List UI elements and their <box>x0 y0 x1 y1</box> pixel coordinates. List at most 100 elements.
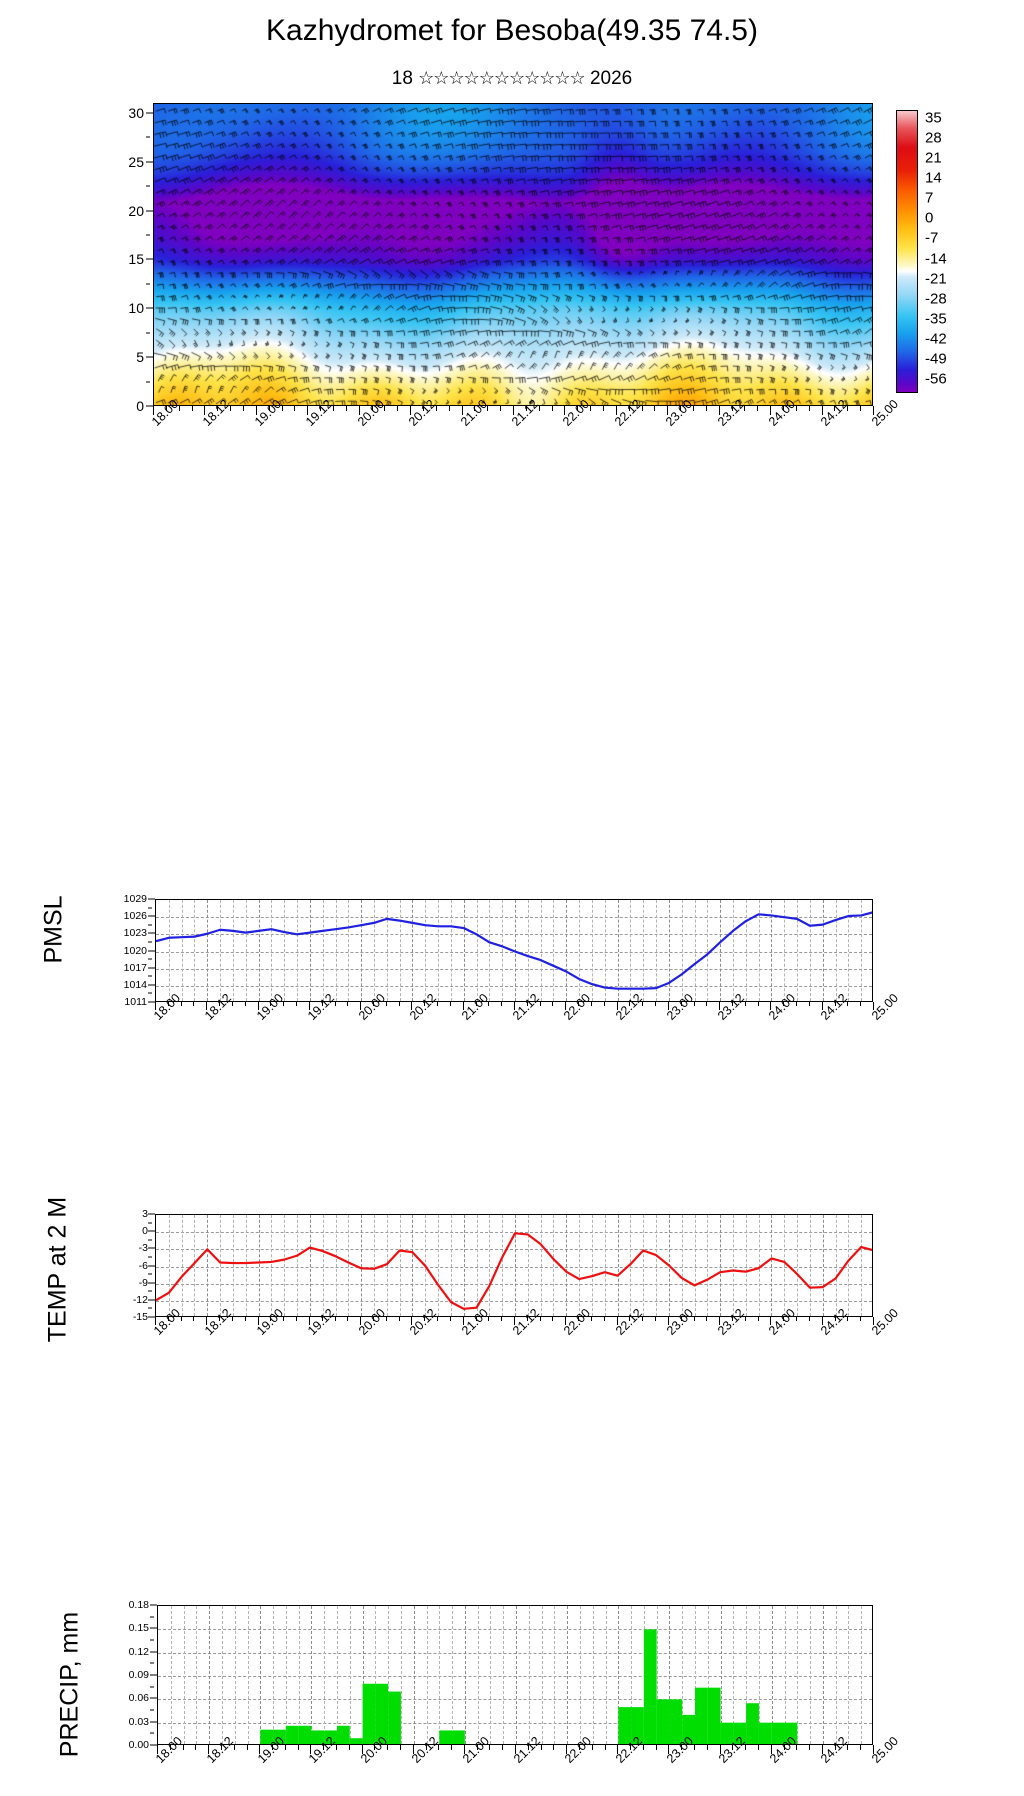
y-tick-minor <box>148 1307 152 1309</box>
x-tick-minor <box>809 1745 811 1750</box>
x-tick-minor <box>448 406 450 411</box>
x-tick-minor <box>642 1002 644 1006</box>
precip-plot[interactable] <box>157 1605 873 1745</box>
y-tick-label: 0.00 <box>128 1739 149 1751</box>
temp2m-plot[interactable] <box>155 1214 873 1317</box>
pmsl-y-labels: 1011 1014 1017 1020 1023 1026 1029 <box>105 893 147 1008</box>
subtitle-day: 18 <box>391 68 413 89</box>
x-tick-minor <box>487 406 489 411</box>
y-tick-minor <box>148 907 152 909</box>
x-tick-minor <box>502 1745 504 1750</box>
x-tick-minor <box>731 1002 733 1006</box>
x-tick-minor <box>847 1002 849 1006</box>
x-tick-minor <box>347 1002 349 1006</box>
x-tick-minor <box>435 406 437 411</box>
colorbar-tick-label: -56 <box>925 370 947 388</box>
precip-bar <box>707 1687 721 1744</box>
cross-section-panel: 0 5 10 15 20 25 30 18.00 18.12 19.00 19.12 20.00 20… <box>0 0 1024 460</box>
temp2m-series <box>156 1232 872 1310</box>
y-tick-minor <box>146 185 151 187</box>
x-tick-minor <box>244 1317 246 1321</box>
x-tick-minor <box>347 1317 349 1321</box>
x-tick-minor <box>808 1002 810 1006</box>
x-tick-minor <box>604 1745 606 1750</box>
y-tick-label: 20 <box>128 202 144 219</box>
x-tick-minor <box>757 1317 759 1321</box>
y-tick-mark <box>146 258 154 260</box>
x-tick-minor <box>731 406 733 411</box>
y-tick-mark <box>150 1604 157 1606</box>
y-tick-mark <box>150 1627 157 1629</box>
x-tick-mark <box>873 406 874 415</box>
x-tick-minor <box>744 406 746 411</box>
y-tick-label: 0.06 <box>128 1692 149 1705</box>
x-tick-minor <box>423 406 424 411</box>
y-tick-mark <box>148 898 155 900</box>
colorbar-tick-label: 21 <box>925 149 942 167</box>
x-tick-minor <box>796 1002 798 1006</box>
x-tick-mark <box>719 1002 721 1010</box>
colorbar <box>896 110 918 393</box>
colorbar-labels: 35 28 21 14 7 0 -7 -14 -21 -28 -35 -42 -49 -56 <box>925 110 985 393</box>
precip-bar <box>337 1725 350 1744</box>
colorbar-tick-label: -21 <box>925 270 947 288</box>
x-tick-minor <box>551 406 553 411</box>
y-tick-minor <box>148 1290 152 1292</box>
x-tick-minor <box>296 1317 298 1321</box>
x-tick-minor <box>706 1317 708 1321</box>
x-tick-mark <box>718 406 720 415</box>
y-tick-label: 1029 <box>123 893 147 905</box>
x-tick-minor <box>783 406 784 411</box>
x-tick-minor <box>860 1745 862 1750</box>
temp2m-x-labels: 18.00 18.12 19.00 19.12 20.00 20.12 21.00 21.12… <box>151 1306 915 1366</box>
y-tick-mark <box>148 950 155 951</box>
colorbar-tick-label: 7 <box>925 189 934 207</box>
cross-section-plot[interactable] <box>153 103 873 406</box>
y-tick-minor <box>146 332 151 334</box>
y-tick-mark <box>150 1744 157 1746</box>
y-tick-label: 5 <box>136 349 144 366</box>
x-tick-minor <box>501 1002 503 1006</box>
y-tick-mark <box>148 932 155 934</box>
x-tick-minor <box>590 406 592 411</box>
x-tick-mark <box>513 406 514 415</box>
x-tick-minor <box>219 1002 221 1006</box>
x-tick-minor <box>281 406 283 411</box>
y-tick-mark <box>148 915 155 917</box>
x-tick-mark <box>308 1002 310 1010</box>
subtitle-year: 2026 <box>589 68 633 89</box>
temp2m-y-labels: -15 -12 -9 -6 -3 0 3 <box>110 1208 148 1323</box>
x-tick-mark <box>667 1002 669 1010</box>
colorbar-tick-label: 0 <box>925 209 934 227</box>
y-tick-mark <box>150 1651 157 1653</box>
x-tick-mark <box>155 1002 156 1010</box>
y-tick-mark <box>148 1282 155 1284</box>
precip-bar <box>452 1730 465 1744</box>
precip-x-labels: 18.00 18.12 19.00 19.12 20.00 20.12 21.00 21.12… <box>153 1734 917 1796</box>
x-tick-mark <box>514 1002 515 1010</box>
y-tick-mark <box>148 1247 155 1249</box>
x-tick-minor <box>437 1002 439 1006</box>
x-tick-label: 25.00 <box>869 1733 902 1766</box>
x-tick-minor <box>590 1002 592 1006</box>
temp2m-panel: TEMP at 2 M -15 -12 -9 -6 -3 0 3 18.00 18.12 19.… <box>0 595 1024 1342</box>
x-tick-minor <box>294 406 296 411</box>
x-tick-minor <box>424 1002 426 1006</box>
precip-panel: PRECIP, mm 0.00 0.03 0.06 0.09 0.12 0.15 0.18 … <box>0 790 1024 1766</box>
x-tick-minor <box>603 406 604 411</box>
x-tick-minor <box>603 1002 605 1006</box>
x-tick-mark <box>615 406 617 415</box>
x-tick-minor <box>191 406 193 411</box>
precip-series <box>260 1629 798 1744</box>
x-tick-mark <box>204 406 206 415</box>
x-tick-minor <box>552 1317 554 1321</box>
x-tick-mark <box>462 1002 464 1010</box>
y-tick-label: 1011 <box>124 996 147 1008</box>
x-tick-minor <box>500 406 502 411</box>
y-tick-label: 0.12 <box>128 1645 149 1658</box>
x-tick-minor <box>296 1002 298 1006</box>
x-tick-mark <box>257 1002 259 1010</box>
y-tick-label: 1023 <box>123 927 147 940</box>
x-tick-minor <box>706 1002 708 1006</box>
x-tick-minor <box>243 406 244 411</box>
